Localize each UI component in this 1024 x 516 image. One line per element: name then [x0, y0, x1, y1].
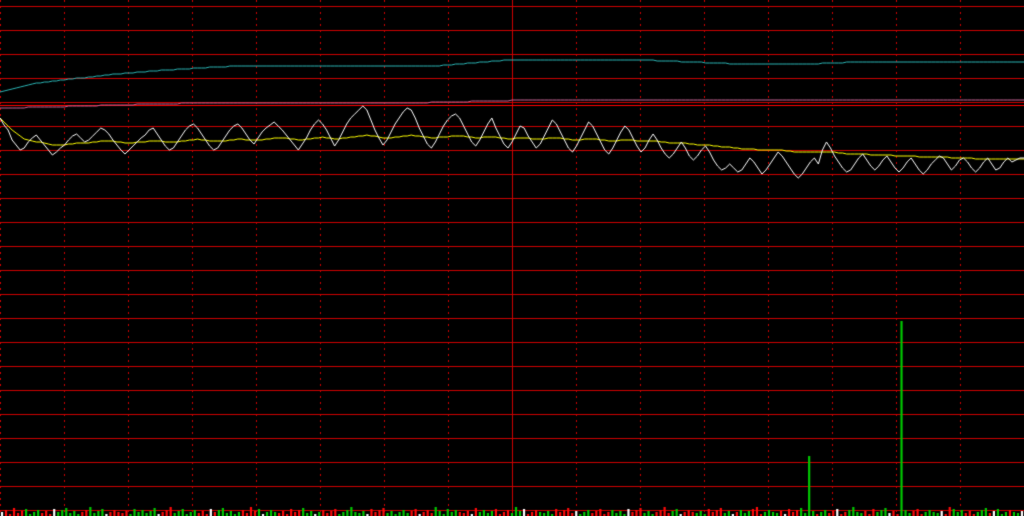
intraday-price-volume-chart [0, 0, 1024, 516]
